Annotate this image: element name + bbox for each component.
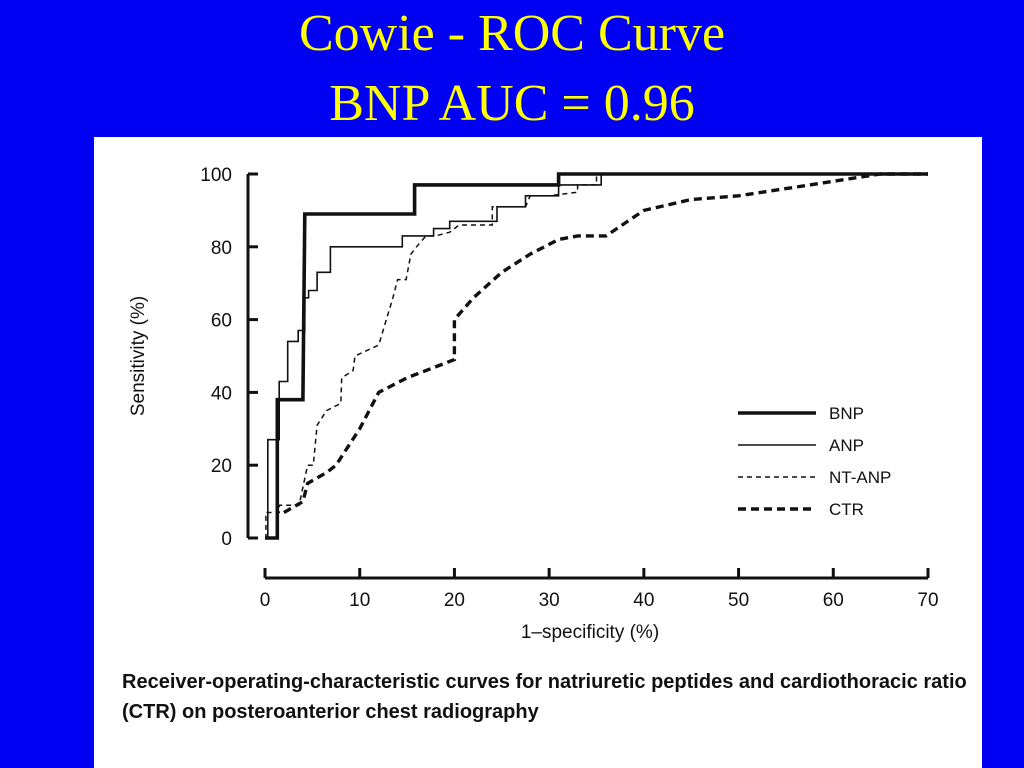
legend-label-ctr: CTR [829,500,864,519]
chart-panel: 0 10 20 30 40 50 60 70 0 20 40 60 80 100 BNP ANP NT-ANP… [94,137,982,768]
x-axis-title: 1–specificity (%) [521,622,659,643]
y-tick-label: 60 [211,311,232,332]
x-tick-label: 40 [633,590,654,611]
y-axis-title: Sensitivity (%) [128,296,149,416]
x-tick-label: 20 [444,590,465,611]
slide-subtitle: BNP AUC = 0.96 [329,75,695,132]
legend-label-bnp: BNP [829,404,864,423]
x-tick-label: 10 [349,590,370,611]
x-tick-label: 50 [728,590,749,611]
y-tick-label: 80 [211,238,232,259]
x-tick-label: 60 [823,590,844,611]
roc-chart: 0 10 20 30 40 50 60 70 0 20 40 60 80 100 BNP ANP NT-ANP… [128,165,939,643]
series-line-anp [265,173,928,539]
series-line-nt-anp [265,173,928,539]
slide-title: Cowie - ROC Curve [298,5,726,62]
series-line-ctr [283,172,928,514]
x-tick-label: 0 [260,590,271,611]
axes: 0 10 20 30 40 50 60 70 0 20 40 60 80 100 [200,165,938,611]
x-tick-label: 30 [539,590,560,611]
legend-label-nt-anp: NT-ANP [829,468,891,487]
figure-caption: Receiver-operating-characteristic curves… [122,671,967,723]
legend: BNP ANP NT-ANP CTR [738,404,891,519]
y-tick-label: 20 [211,456,232,477]
y-tick-label: 0 [221,529,232,550]
y-tick-label: 100 [200,165,232,186]
legend-label-anp: ANP [829,436,864,455]
series-lines [265,172,928,540]
x-tick-label: 70 [917,590,938,611]
series-line-bnp [265,172,928,540]
y-tick-label: 40 [211,383,232,404]
